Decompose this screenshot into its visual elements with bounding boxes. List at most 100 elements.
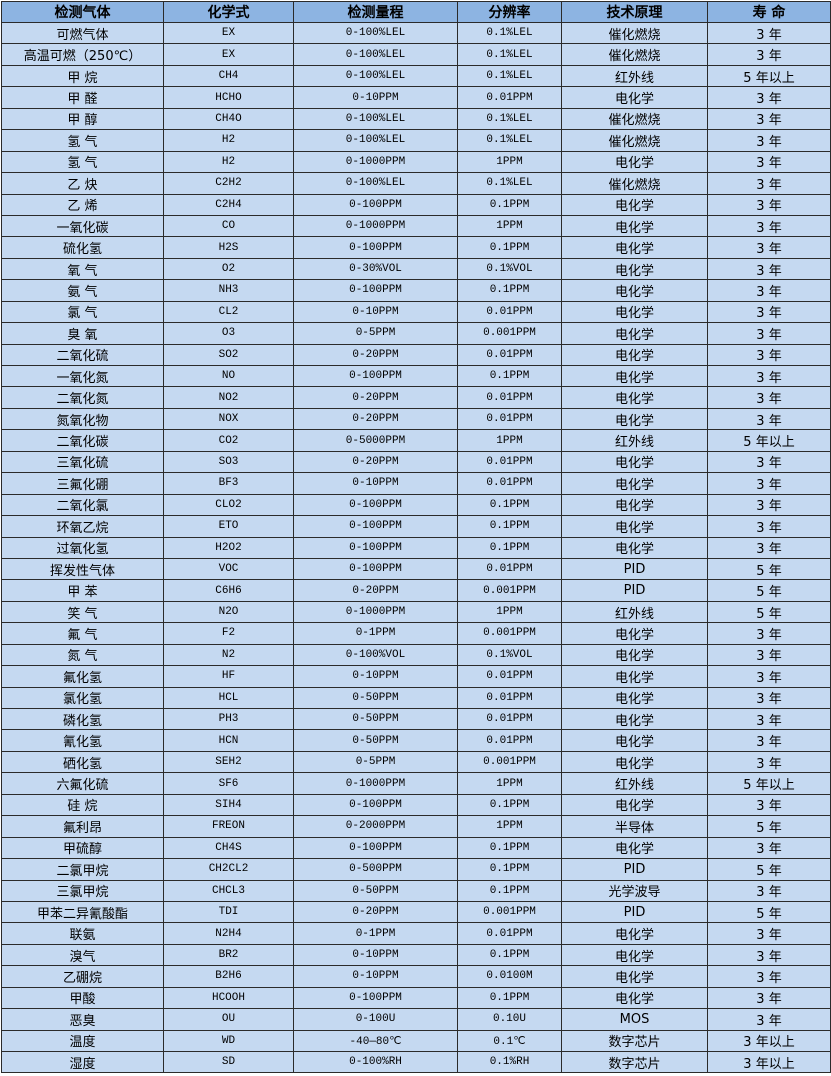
table-row: 可燃气体 EX 0-100%LEL 0.1%LEL 催化燃烧 3 年	[1, 21, 831, 45]
formula-cell: PH3	[163, 707, 294, 731]
resolution-cell: 0.01PPM	[457, 86, 562, 109]
range-cell: 0-100%LEL	[293, 172, 458, 195]
gas-cell: 联氨	[1, 922, 164, 945]
lifespan-cell: 3 年	[707, 107, 831, 131]
gas-cell: 氧 气	[1, 257, 164, 281]
table-row: 臭 氧 O3 0-5PPM 0.001PPM 电化学 3 年	[1, 322, 831, 345]
lifespan-cell: 3 年	[707, 43, 831, 66]
table-row: 过氧化氢 H2O2 0-100PPM 0.1PPM 电化学 3 年	[1, 536, 831, 559]
range-cell: 0-50PPM	[293, 707, 458, 731]
formula-cell: CH4	[163, 64, 294, 88]
table-row: 温度 WD -40—80℃ 0.1℃ 数字芯片 3 年以上	[1, 1029, 831, 1053]
lifespan-cell: 3 年	[707, 322, 831, 345]
range-cell: 0-2000PPM	[293, 815, 458, 838]
gas-cell: 可燃气体	[1, 21, 164, 45]
principle-cell: 电化学	[561, 472, 708, 495]
range-cell: 0-1000PPM	[293, 214, 458, 238]
table-row: 二氧化氯 CLO2 0-100PPM 0.1PPM 电化学 3 年	[1, 493, 831, 517]
principle-cell: 电化学	[561, 622, 708, 645]
range-cell: 0-1000PPM	[293, 150, 458, 174]
principle-cell: 催化燃烧	[561, 172, 708, 195]
principle-cell: 电化学	[561, 665, 708, 688]
resolution-cell: 0.1PPM	[457, 279, 562, 302]
gas-cell: 二氧化氯	[1, 493, 164, 517]
resolution-cell: 0.1PPM	[457, 793, 562, 817]
principle-cell: 电化学	[561, 407, 708, 431]
principle-cell: 电化学	[561, 300, 708, 324]
gas-cell: 乙 炔	[1, 172, 164, 195]
resolution-cell: 1PPM	[457, 214, 562, 238]
resolution-cell: 0.1%VOL	[457, 643, 562, 667]
resolution-cell: 0.01PPM	[457, 472, 562, 495]
range-cell: 0-100PPM	[293, 536, 458, 559]
resolution-cell: 0.1PPM	[457, 364, 562, 388]
gas-cell: 挥发性气体	[1, 557, 164, 581]
range-cell: 0-100PPM	[293, 279, 458, 302]
gas-cell: 三氟化硼	[1, 472, 164, 495]
principle-cell: 电化学	[561, 536, 708, 559]
resolution-cell: 0.001PPM	[457, 322, 562, 345]
header-row: 检测气体 化学式 检测量程 分辨率 技术原理 寿 命	[1, 1, 831, 23]
principle-cell: 电化学	[561, 386, 708, 409]
gas-cell: 湿度	[1, 1050, 164, 1074]
gas-cell: 二氧化硫	[1, 343, 164, 367]
range-cell: 0-50PPM	[293, 729, 458, 752]
range-cell: 0-100PPM	[293, 557, 458, 581]
resolution-cell: 0.01PPM	[457, 707, 562, 731]
principle-cell: 红外线	[561, 600, 708, 624]
formula-cell: CHCL3	[163, 879, 294, 902]
gas-cell: 六氟化硫	[1, 772, 164, 795]
range-cell: 0-50PPM	[293, 686, 458, 710]
gas-cell: 甲苯二异氰酸酯	[1, 900, 164, 924]
formula-cell: NO	[163, 364, 294, 388]
principle-cell: 半导体	[561, 815, 708, 838]
range-cell: 0-20PPM	[293, 450, 458, 474]
lifespan-cell: 5 年	[707, 579, 831, 602]
formula-cell: EX	[163, 21, 294, 45]
lifespan-cell: 3 年	[707, 150, 831, 174]
principle-cell: 电化学	[561, 643, 708, 667]
resolution-cell: 0.1%RH	[457, 1050, 562, 1074]
gas-cell: 高温可燃（250℃）	[1, 43, 164, 66]
range-cell: 0-20PPM	[293, 579, 458, 602]
formula-cell: EX	[163, 43, 294, 66]
range-cell: -40—80℃	[293, 1029, 458, 1053]
principle-cell: 红外线	[561, 772, 708, 795]
formula-cell: CO	[163, 214, 294, 238]
table-row: 一氧化碳 CO 0-1000PPM 1PPM 电化学 3 年	[1, 214, 831, 238]
gas-cell: 溴气	[1, 943, 164, 967]
formula-cell: FREON	[163, 815, 294, 838]
range-cell: 0-1PPM	[293, 622, 458, 645]
range-cell: 0-1000PPM	[293, 772, 458, 795]
table-row: 氟化氢 HF 0-10PPM 0.01PPM 电化学 3 年	[1, 665, 831, 688]
lifespan-cell: 3 年	[707, 750, 831, 774]
formula-cell: TDI	[163, 900, 294, 924]
formula-cell: CL2	[163, 300, 294, 324]
gas-cell: 臭 氧	[1, 322, 164, 345]
formula-cell: CH4S	[163, 836, 294, 860]
gas-cell: 氢 气	[1, 129, 164, 152]
gas-cell: 二氧化氮	[1, 386, 164, 409]
principle-cell: 催化燃烧	[561, 107, 708, 131]
gas-cell: 乙硼烷	[1, 965, 164, 988]
principle-cell: 电化学	[561, 493, 708, 517]
lifespan-cell: 5 年以上	[707, 64, 831, 88]
resolution-cell: 0.001PPM	[457, 900, 562, 924]
principle-cell: 电化学	[561, 986, 708, 1010]
resolution-cell: 1PPM	[457, 772, 562, 795]
gas-cell: 氯化氢	[1, 686, 164, 710]
lifespan-cell: 3 年	[707, 450, 831, 474]
principle-cell: 电化学	[561, 729, 708, 752]
formula-cell: N2H4	[163, 922, 294, 945]
resolution-cell: 0.01PPM	[457, 665, 562, 688]
formula-cell: H2O2	[163, 536, 294, 559]
resolution-cell: 1PPM	[457, 815, 562, 838]
table-row: 氮氧化物 NOX 0-20PPM 0.01PPM 电化学 3 年	[1, 407, 831, 431]
range-cell: 0-100%RH	[293, 1050, 458, 1074]
resolution-cell: 0.1%LEL	[457, 21, 562, 45]
principle-cell: 电化学	[561, 965, 708, 988]
lifespan-cell: 5 年	[707, 600, 831, 624]
range-cell: 0-100%LEL	[293, 21, 458, 45]
table-row: 甲 醛 HCHO 0-10PPM 0.01PPM 电化学 3 年	[1, 86, 831, 109]
formula-cell: O2	[163, 257, 294, 281]
